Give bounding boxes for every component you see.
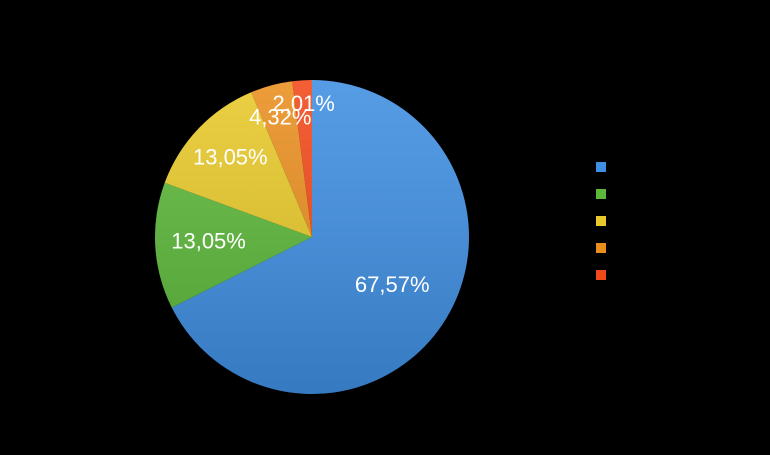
legend-swatch	[596, 270, 606, 280]
data-label: 2,01%	[272, 91, 334, 116]
data-label: 67,57%	[355, 272, 430, 297]
legend-swatch	[596, 189, 606, 199]
data-label: 13,05%	[171, 229, 246, 254]
data-label: 4,32%	[249, 105, 311, 130]
legend-swatch	[596, 243, 606, 253]
legend-swatch	[596, 162, 606, 172]
legend-swatch	[596, 216, 606, 226]
data-label: 13,05%	[193, 145, 268, 170]
